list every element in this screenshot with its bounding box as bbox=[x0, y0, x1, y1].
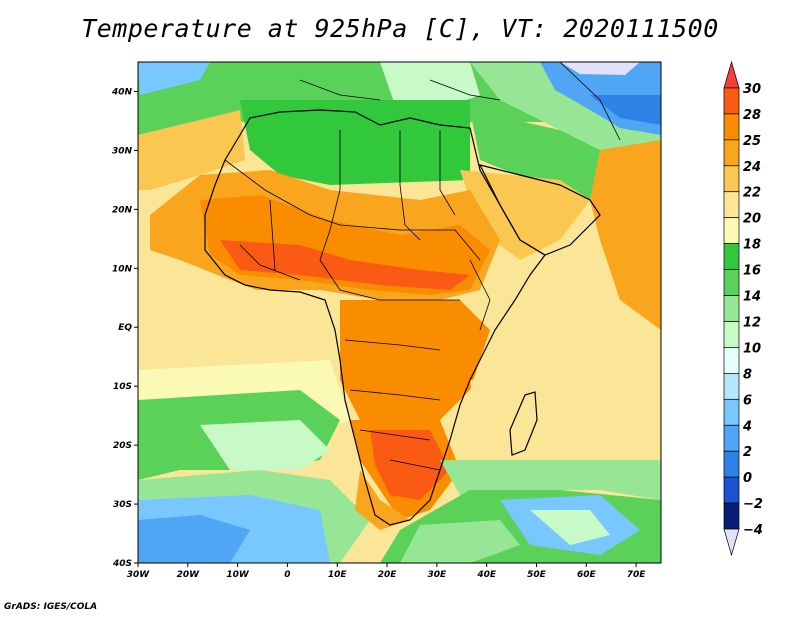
lat-tick-label: 10S bbox=[113, 382, 132, 392]
colorbar-swatch bbox=[723, 87, 740, 115]
colorbar-swatch bbox=[723, 139, 740, 167]
lon-tick-label: 20W bbox=[177, 570, 201, 580]
colorbar-label: 4 bbox=[742, 419, 752, 434]
lon-tick-label: 70E bbox=[627, 570, 647, 580]
lat-tick-label: 20S bbox=[113, 441, 132, 451]
colorbar-label: 12 bbox=[743, 315, 761, 330]
lat-tick-label: 40S bbox=[112, 559, 132, 569]
colorbar-swatch bbox=[723, 347, 740, 374]
colorbar-label: 22 bbox=[743, 186, 761, 201]
arabia-coastline bbox=[478, 164, 601, 256]
colorbar-swatch bbox=[723, 243, 740, 270]
colorbar-label: 25 bbox=[743, 134, 761, 149]
colorbar-swatch bbox=[723, 191, 740, 219]
lat-tick-label: 30S bbox=[113, 500, 132, 510]
colorbar-label: 8 bbox=[743, 367, 752, 382]
lon-tick-label: 30E bbox=[428, 570, 448, 580]
colorbar-label: 16 bbox=[743, 264, 761, 279]
lon-tick-label: 0 bbox=[284, 570, 290, 580]
colorbar-swatch bbox=[723, 424, 740, 452]
colorbar-swatch bbox=[723, 113, 740, 141]
country-borders bbox=[224, 62, 621, 471]
lat-tick-label: 20N bbox=[112, 205, 133, 215]
lon-tick-label: 60E bbox=[577, 570, 597, 580]
lat-tick-label: EQ bbox=[118, 323, 132, 333]
lat-tick-label: 40N bbox=[111, 87, 133, 97]
colorbar-label: 18 bbox=[743, 238, 761, 253]
colorbar-swatch bbox=[723, 476, 740, 504]
colorbar-swatch bbox=[723, 60, 740, 89]
colorbar-swatch bbox=[723, 321, 740, 348]
africa-coastline bbox=[204, 109, 546, 526]
colorbar-label: −4 bbox=[743, 523, 763, 538]
lon-tick-label: 10E bbox=[328, 570, 348, 580]
colorbar-swatch bbox=[723, 398, 740, 426]
lon-tick-label: 50E bbox=[527, 570, 547, 580]
colorbar-label: −2 bbox=[743, 497, 763, 512]
lat-tick-label: 30N bbox=[112, 146, 133, 156]
map-title: Temperature at 925hPa [C], VT: 202011150… bbox=[81, 14, 719, 43]
colorbar-swatch bbox=[723, 502, 740, 530]
colorbar-label: 20 bbox=[743, 212, 761, 227]
colorbar-label: 28 bbox=[743, 108, 761, 123]
colorbar-swatch bbox=[723, 373, 740, 400]
colorbar-swatch bbox=[723, 269, 740, 296]
lon-tick-label: 30W bbox=[127, 570, 151, 580]
colorbar-swatch bbox=[723, 528, 740, 557]
colorbar-swatch bbox=[723, 450, 740, 478]
lon-tick-label: 20E bbox=[378, 570, 398, 580]
colorbar-label: 24 bbox=[743, 160, 761, 175]
colorbar-swatch bbox=[723, 295, 740, 322]
credit-text: GrADS: IGES/COLA bbox=[4, 602, 98, 612]
madagascar-coastline bbox=[509, 391, 538, 456]
map-frame bbox=[137, 61, 662, 564]
lat-tick-label: 10N bbox=[112, 264, 133, 274]
axis-ticks: 30W 20W 10W 0 10E 20E 30E 40E 50E 60E 70E 40N 30N 20N… bbox=[111, 87, 646, 580]
temperature-field bbox=[138, 62, 661, 563]
lon-tick-label: 10W bbox=[226, 570, 250, 580]
colorbar-label: 30 bbox=[743, 82, 761, 97]
colorbar-label: 10 bbox=[743, 341, 761, 356]
colorbar-label: 6 bbox=[743, 393, 752, 408]
colorbar-swatch bbox=[723, 217, 740, 244]
colorbar-swatch bbox=[723, 165, 740, 193]
lon-tick-label: 40E bbox=[476, 570, 497, 580]
colorbar-label: 0 bbox=[743, 471, 752, 486]
colorbar-label: 14 bbox=[743, 290, 761, 305]
colorbar-label: 2 bbox=[743, 445, 752, 460]
